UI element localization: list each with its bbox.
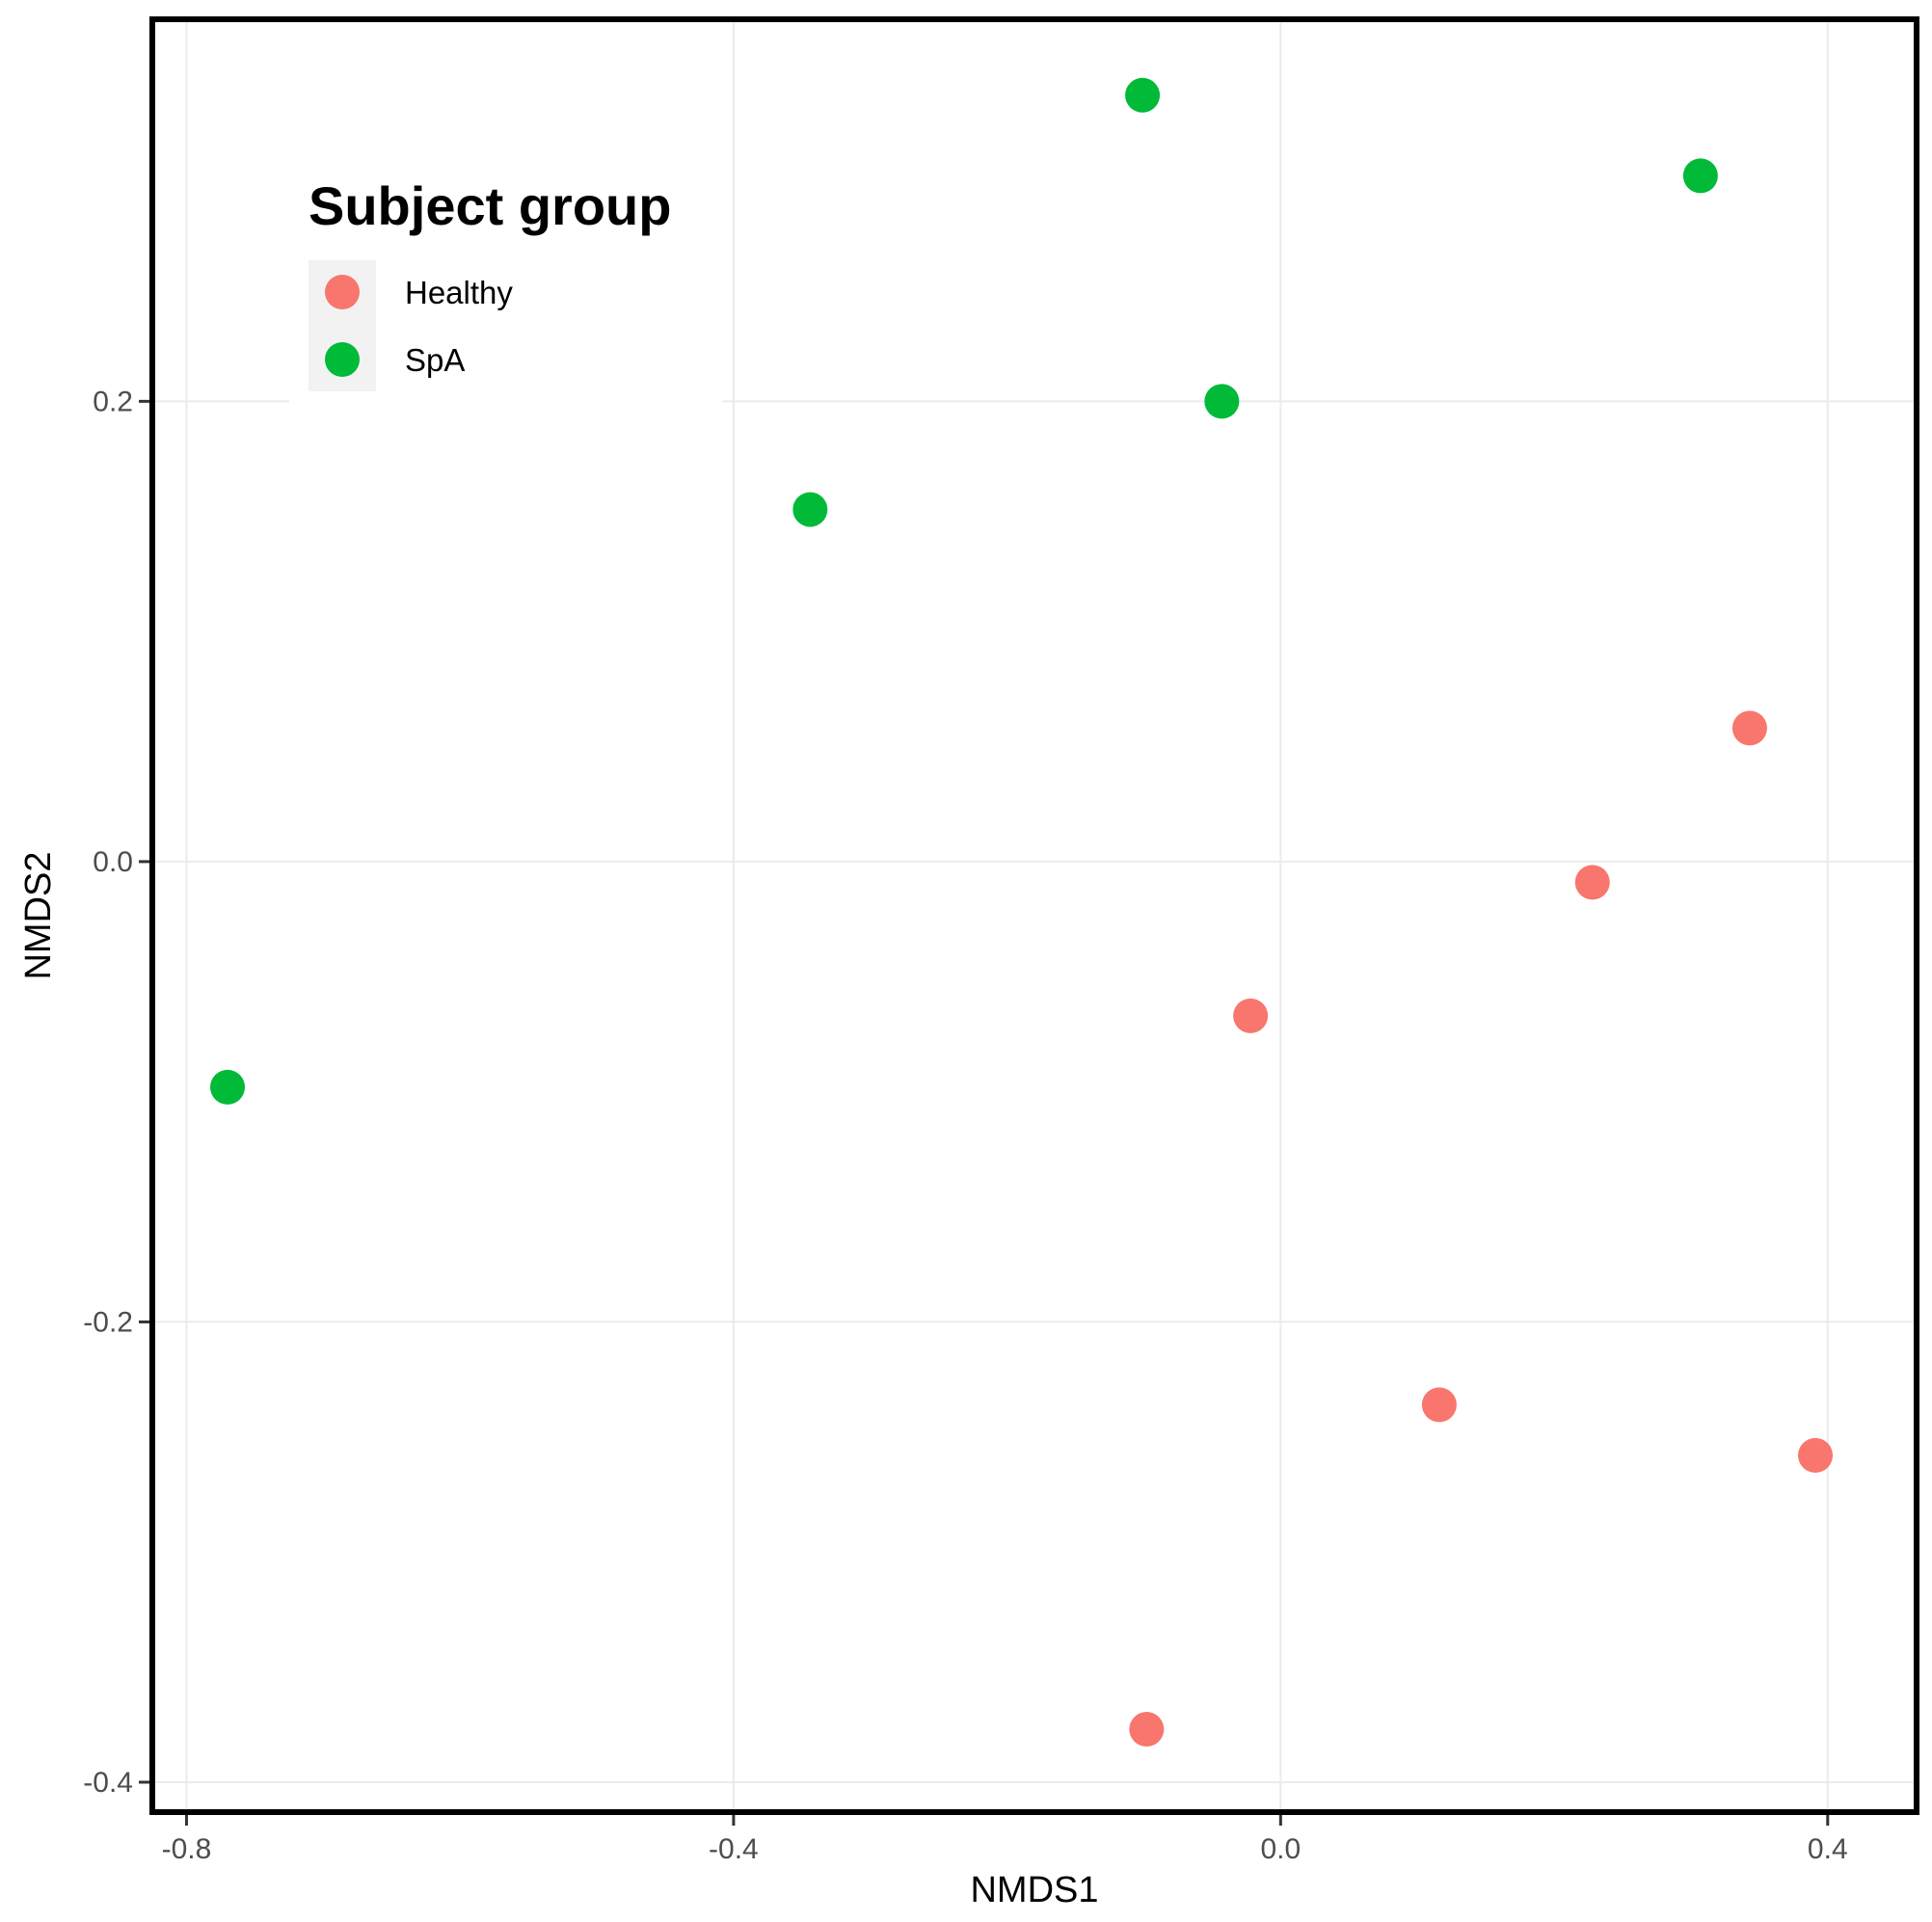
legend-label-healthy: Healthy — [405, 275, 513, 310]
data-point-spa — [792, 492, 828, 527]
y-axis-title: NMDS2 — [18, 851, 59, 979]
plot-panel-border — [149, 16, 1919, 1815]
data-points — [210, 77, 1834, 1748]
x-tick-label: 0.4 — [1808, 1833, 1848, 1865]
y-tick-label: 0.0 — [93, 846, 133, 878]
data-point-spa — [210, 1069, 246, 1105]
x-tick-label: -0.8 — [162, 1833, 212, 1865]
x-tick-label: 0.0 — [1260, 1833, 1301, 1865]
legend: Subject group Healthy SpA — [289, 159, 723, 405]
data-point-spa — [1204, 384, 1240, 419]
data-point-healthy — [1421, 1387, 1457, 1423]
data-point-healthy — [1731, 710, 1767, 746]
legend-key-healthy — [325, 275, 360, 309]
data-point-spa — [1125, 77, 1161, 113]
x-tick-label: -0.4 — [709, 1833, 759, 1865]
axis-ticks: -0.8 -0.4 0.0 0.4 -0.4 -0.2 0.0 0.2 — [83, 386, 1847, 1865]
y-tick-label: -0.4 — [83, 1767, 133, 1799]
data-point-spa — [1682, 158, 1718, 194]
data-point-healthy — [1574, 865, 1610, 900]
legend-title: Subject group — [309, 175, 671, 236]
x-axis-title: NMDS1 — [970, 1870, 1098, 1910]
legend-key-spa — [325, 342, 360, 377]
legend-label-spa: SpA — [405, 342, 465, 378]
y-tick-label: 0.2 — [93, 386, 133, 417]
data-point-healthy — [1129, 1712, 1165, 1748]
data-point-healthy — [1233, 998, 1269, 1033]
y-tick-label: -0.2 — [83, 1306, 133, 1338]
data-point-healthy — [1798, 1437, 1834, 1473]
